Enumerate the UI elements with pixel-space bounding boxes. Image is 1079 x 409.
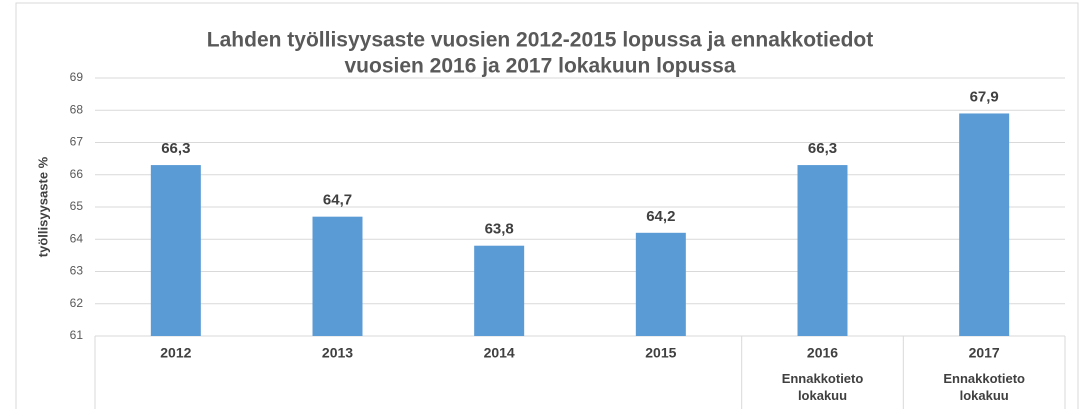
- bar: [150, 165, 201, 336]
- x-tick-label: 2016: [807, 345, 838, 361]
- x-tick-label: 2013: [322, 345, 353, 361]
- data-label: 64,7: [323, 192, 352, 209]
- x-tick-label: 2012: [160, 345, 191, 361]
- chart-title: vuosien 2016 ja 2017 lokakuun lopussa: [344, 55, 735, 78]
- bar: [959, 113, 1010, 336]
- data-label: 66,3: [808, 140, 837, 157]
- y-tick-label: 67: [70, 135, 84, 149]
- y-tick-label: 62: [70, 296, 84, 310]
- chart-title: Lahden työllisyysaste vuosien 2012-2015 …: [207, 29, 873, 52]
- bar: [312, 216, 363, 336]
- y-tick-label: 63: [70, 264, 84, 278]
- bar: [474, 245, 525, 336]
- y-tick-label: 66: [70, 167, 84, 181]
- y-tick-label: 68: [70, 102, 84, 116]
- x-tick-label: 2014: [484, 345, 515, 361]
- chart-frame: [15, 2, 1079, 409]
- category-note: Ennakkotieto lokakuu: [781, 371, 864, 403]
- data-label: 66,3: [161, 140, 190, 157]
- data-label: 67,9: [970, 88, 999, 105]
- data-label: 63,8: [485, 221, 514, 238]
- bar: [635, 232, 686, 336]
- y-tick-label: 65: [70, 199, 84, 213]
- y-tick-label: 61: [70, 328, 84, 342]
- y-tick-label: 69: [70, 70, 84, 84]
- y-tick-label: 64: [70, 231, 84, 245]
- x-tick-label: 2015: [645, 345, 676, 361]
- y-axis-label: työllisyysaste %: [35, 156, 50, 257]
- data-label: 64,2: [646, 208, 675, 225]
- bar: [797, 165, 848, 336]
- x-tick-label: 2017: [969, 345, 1000, 361]
- category-note: Ennakkotieto lokakuu: [943, 371, 1025, 403]
